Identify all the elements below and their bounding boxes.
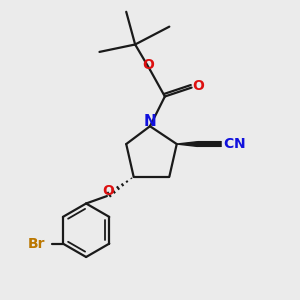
Text: O: O — [103, 184, 114, 198]
Text: C: C — [223, 137, 233, 151]
Text: O: O — [142, 58, 154, 72]
Text: N: N — [144, 114, 156, 129]
Text: N: N — [234, 137, 245, 151]
Text: O: O — [192, 79, 204, 93]
Text: Br: Br — [28, 237, 45, 250]
Polygon shape — [177, 142, 198, 146]
